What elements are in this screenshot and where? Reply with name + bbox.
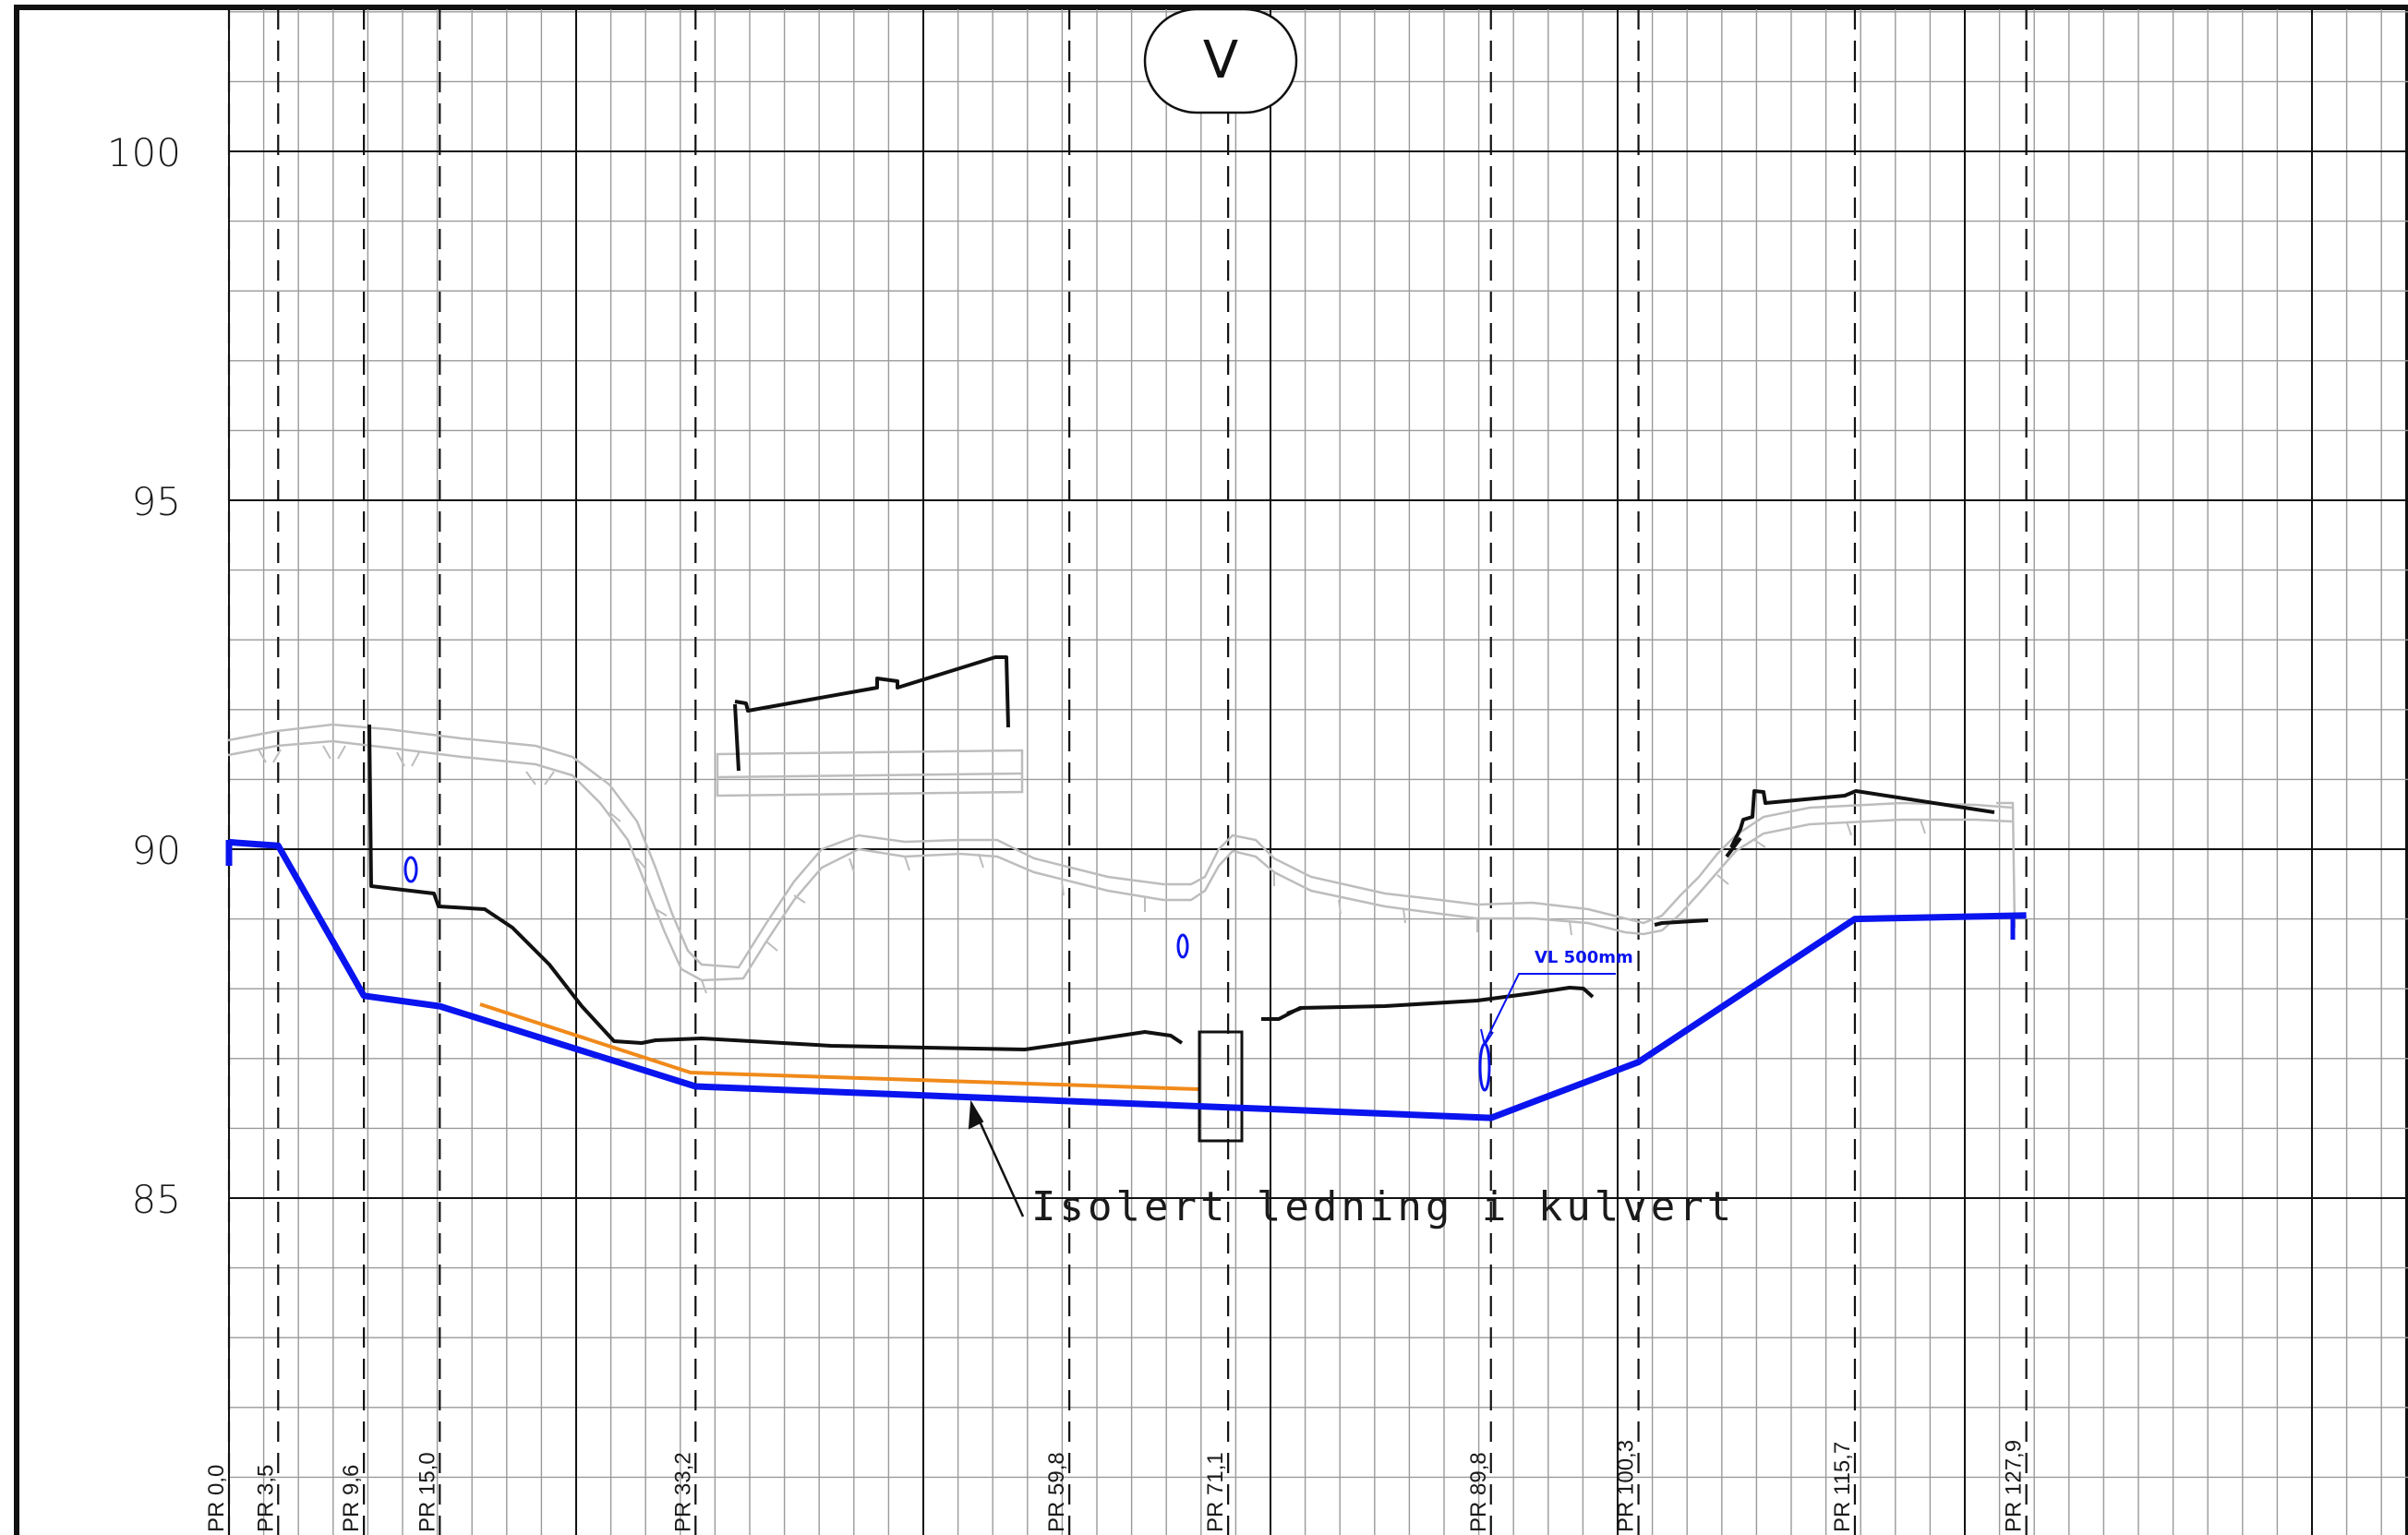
- station-label: PR 115,7: [1830, 1442, 1855, 1532]
- elevation-label: 90: [132, 828, 181, 873]
- station-label: PR 100,3: [1614, 1440, 1639, 1532]
- station-label: PR 59,8: [1044, 1452, 1069, 1532]
- grid: [228, 9, 2408, 1535]
- pipe-crossing-vl500: [1478, 1042, 1491, 1092]
- section-marker: V: [1143, 7, 1298, 114]
- vl-callout: VL 500mm: [1480, 948, 1633, 1046]
- station-label: PR 127,9: [2002, 1440, 2027, 1532]
- section-marker-label: V: [1203, 30, 1238, 90]
- pipe-crossing-2: [1176, 933, 1189, 959]
- existing-terrain: [227, 723, 2017, 994]
- vl-callout-label: VL 500mm: [1535, 948, 1633, 967]
- culvert-note-text: Isolert ledning i kulvert: [1031, 1183, 1735, 1230]
- pipe-crossing-1: [403, 856, 418, 883]
- existing-surface: [367, 655, 1995, 1051]
- elevation-label: 85: [132, 1177, 181, 1222]
- station-label: PR 89,8: [1466, 1452, 1491, 1532]
- elevation-label: 100: [107, 130, 181, 175]
- station-lines: PR 0,0 PR 3,5 PR 9,6 PR 15,0 PR 33,2 PR 59,8 P…: [204, 9, 2028, 1535]
- station-label: PR 0,0: [204, 1465, 229, 1532]
- drawing-frame: [14, 5, 2408, 1535]
- elevation-labels: 100 95 90 85: [107, 130, 181, 1222]
- station-label: PR 71,1: [1203, 1452, 1228, 1532]
- station-label: PR 33,2: [670, 1452, 695, 1532]
- pipe-profile: [228, 838, 2027, 1121]
- station-label: PR 15,0: [415, 1452, 439, 1532]
- culvert-note: Isolert ledning i kulvert: [968, 1099, 1735, 1230]
- culvert-box: [1198, 1030, 1244, 1143]
- orange-line: [479, 1002, 1199, 1091]
- elevation-label: 95: [132, 479, 181, 524]
- station-label: PR 9,6: [339, 1465, 364, 1532]
- station-label: PR 3,5: [253, 1465, 278, 1532]
